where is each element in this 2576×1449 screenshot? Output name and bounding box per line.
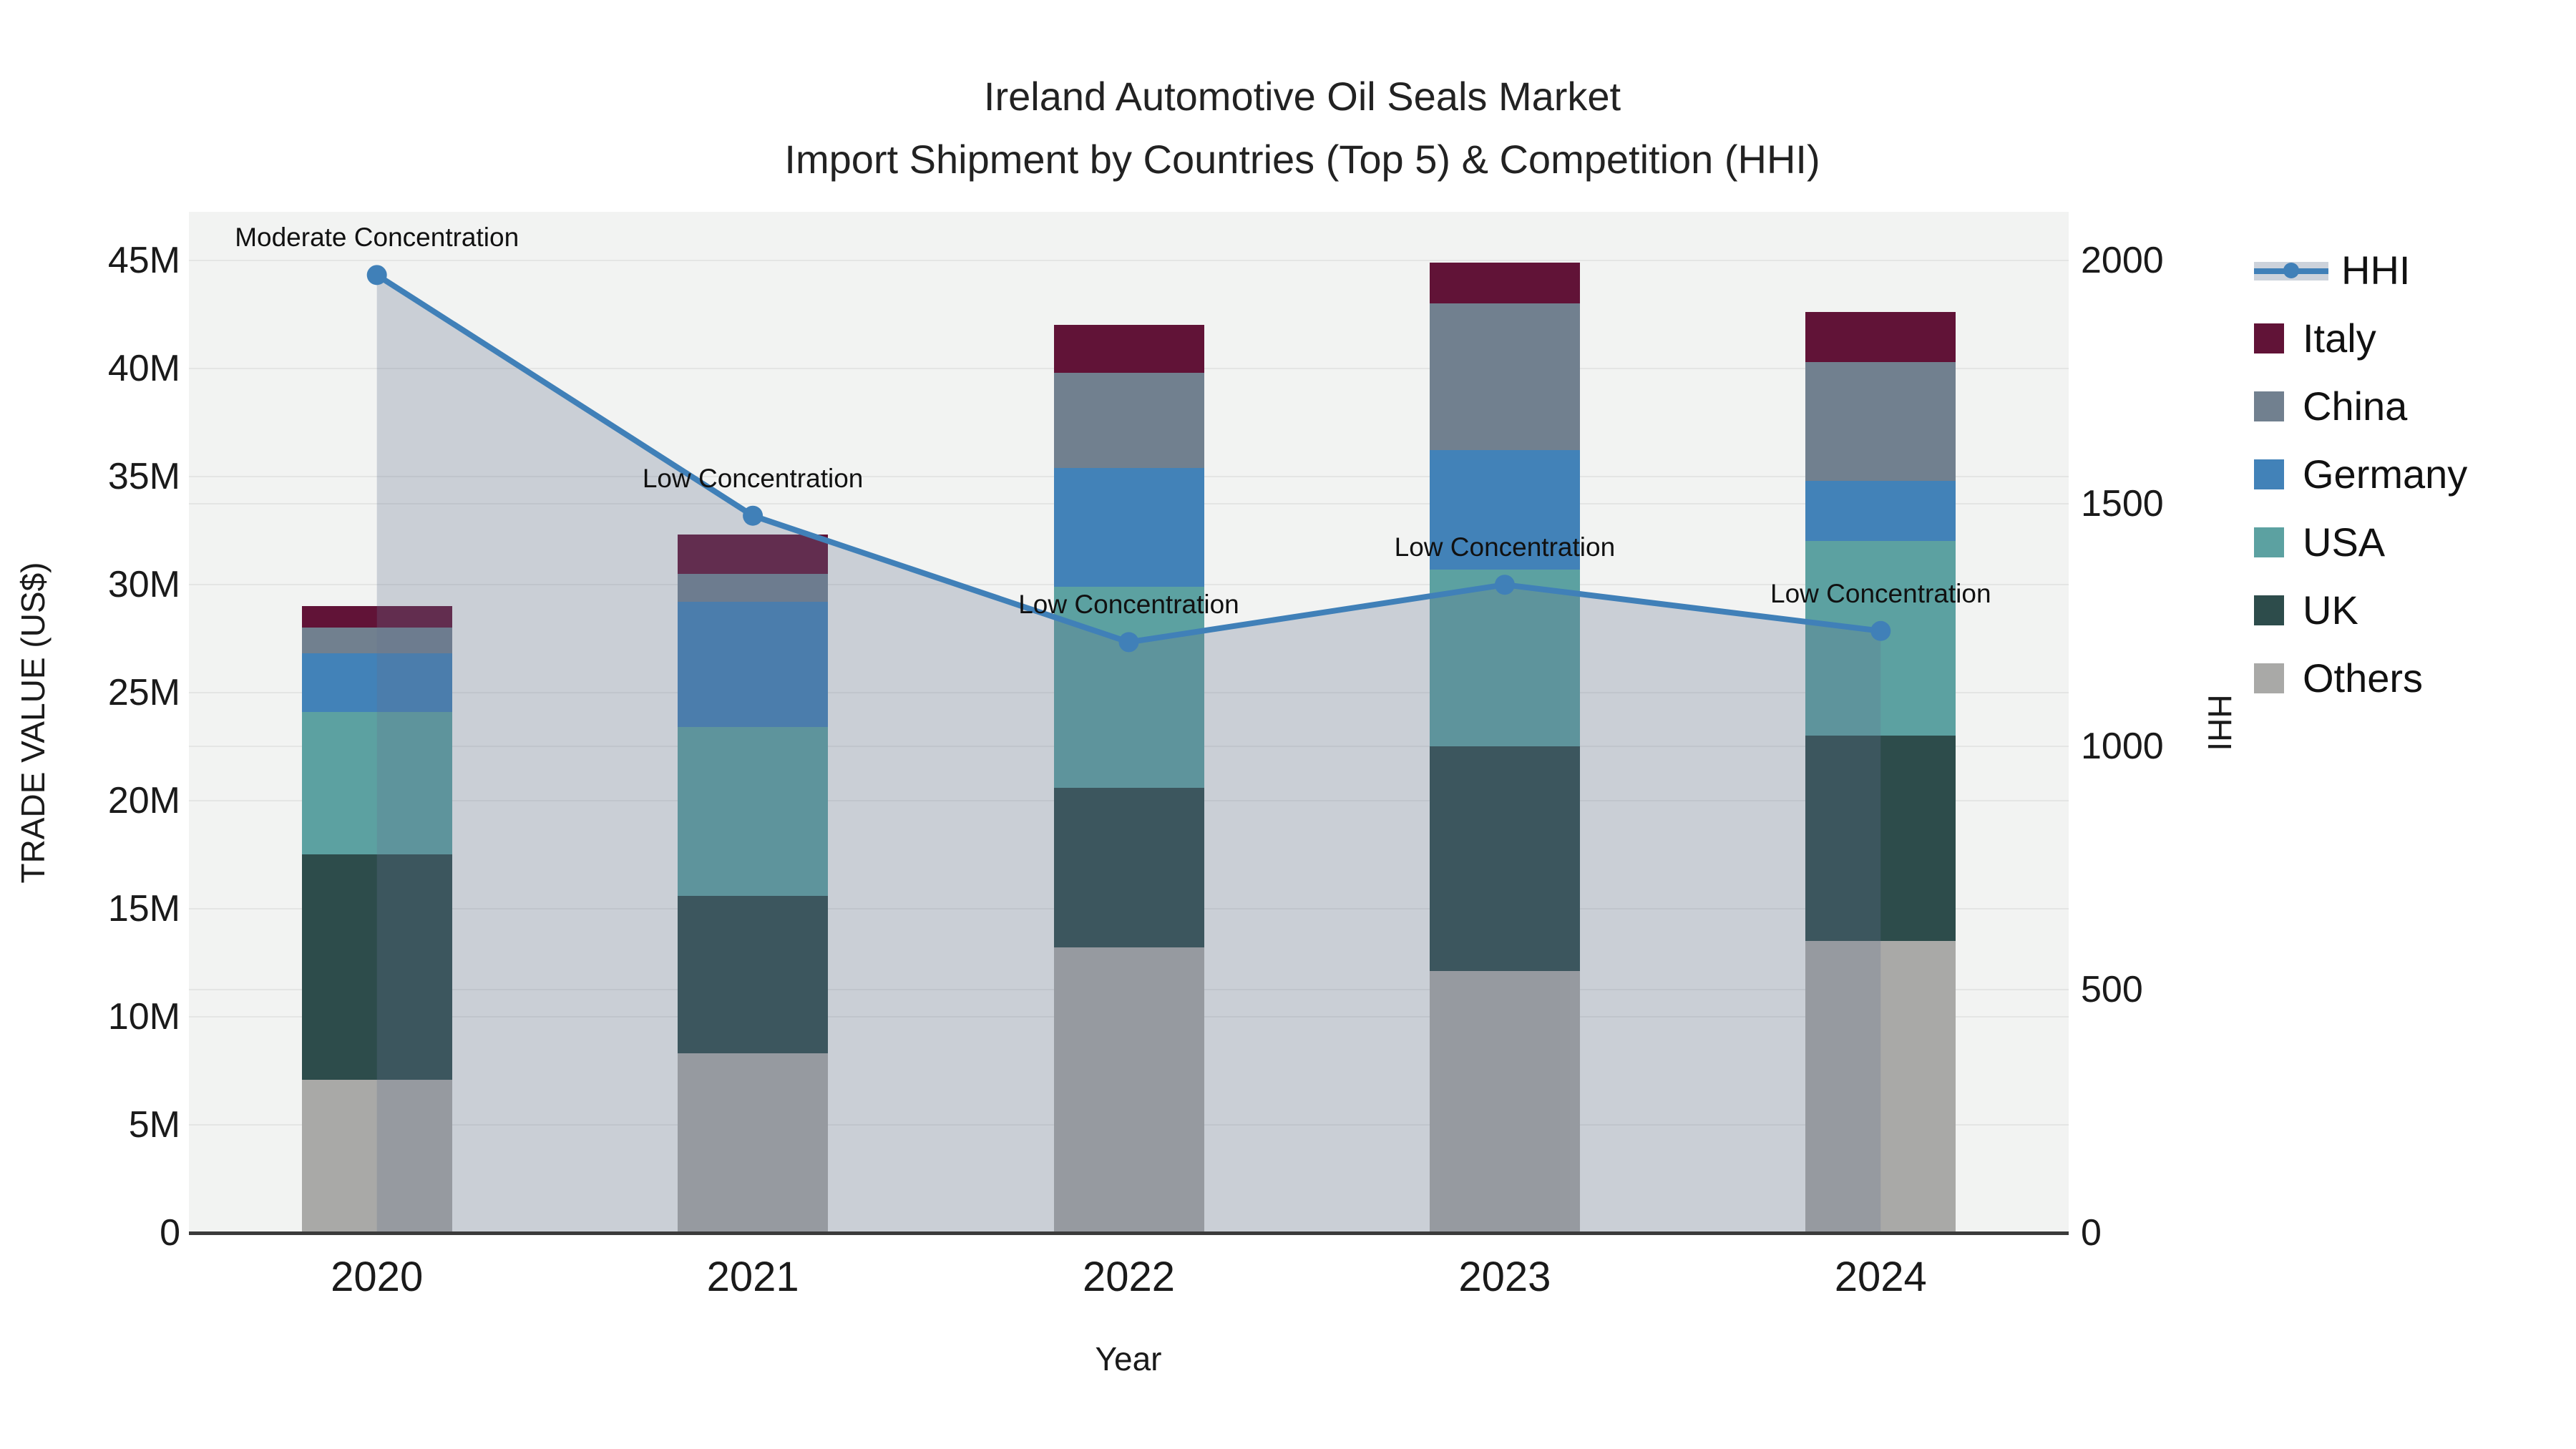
bar-segment-usa-2022 bbox=[1053, 586, 1204, 788]
legend-label-china: China bbox=[2303, 384, 2408, 429]
bar-segment-uk-2021 bbox=[678, 895, 829, 1054]
bar-segment-uk-2023 bbox=[1429, 746, 1580, 972]
left-tick-35M: 35M bbox=[107, 455, 180, 497]
legend-label-germany: Germany bbox=[2303, 452, 2468, 497]
legend-label-hhi: HHI bbox=[2341, 248, 2411, 293]
bar-segment-uk-2024 bbox=[1805, 736, 1956, 942]
x-tick-2021: 2021 bbox=[706, 1254, 799, 1300]
hhi-marker-2022 bbox=[1118, 632, 1139, 653]
bar-segment-others-2022 bbox=[1053, 947, 1204, 1233]
legend-label-others: Others bbox=[2303, 655, 2424, 701]
left-tick-5M: 5M bbox=[128, 1103, 180, 1146]
legend-label-uk: UK bbox=[2303, 587, 2358, 633]
bar-segment-usa-2021 bbox=[678, 727, 829, 896]
x-tick-2024: 2024 bbox=[1834, 1254, 1927, 1300]
legend-label-usa: USA bbox=[2303, 519, 2386, 565]
bar-segment-germany-2023 bbox=[1429, 450, 1580, 570]
bar-segment-italy-2023 bbox=[1429, 262, 1580, 304]
legend-item-china[interactable]: China bbox=[2254, 372, 2467, 440]
bar-segment-italy-2021 bbox=[678, 535, 829, 574]
left-tick-15M: 15M bbox=[107, 887, 180, 930]
bar-segment-germany-2021 bbox=[678, 601, 829, 728]
chart-title-line1: Ireland Automotive Oil Seals Market bbox=[983, 74, 1621, 119]
left-axis-title: TRADE VALUE (US$) bbox=[14, 562, 52, 884]
right-tick-1500: 1500 bbox=[2081, 482, 2164, 525]
legend-swatch-usa bbox=[2254, 527, 2284, 557]
right-tick-2000: 2000 bbox=[2081, 239, 2164, 281]
right-tick-1000: 1000 bbox=[2081, 726, 2164, 768]
right-tick-500: 500 bbox=[2081, 969, 2143, 1011]
bar-segment-others-2020 bbox=[301, 1079, 452, 1233]
bar-segment-germany-2020 bbox=[301, 653, 452, 712]
legend-swatch-germany bbox=[2254, 459, 2284, 489]
hhi-marker-2021 bbox=[743, 505, 763, 526]
legend-item-uk[interactable]: UK bbox=[2254, 576, 2467, 644]
hhi-line-layer bbox=[366, 265, 1891, 1233]
bar-segment-china-2021 bbox=[678, 573, 829, 602]
bar-segment-others-2023 bbox=[1429, 971, 1580, 1233]
legend: HHI Italy China Germany USA UK Others bbox=[2254, 236, 2467, 712]
legend-item-hhi[interactable]: HHI bbox=[2254, 236, 2467, 304]
annotation-2024: Low Concentration bbox=[1770, 578, 1991, 608]
right-axis-title: HHI bbox=[2201, 694, 2238, 751]
left-tick-40M: 40M bbox=[107, 347, 180, 389]
x-tick-2022: 2022 bbox=[1082, 1254, 1176, 1300]
left-tick-10M: 10M bbox=[107, 995, 180, 1038]
left-tick-45M: 45M bbox=[107, 239, 180, 281]
bar-segment-china-2022 bbox=[1053, 372, 1204, 468]
bar-segment-uk-2020 bbox=[301, 854, 452, 1080]
hhi-line-icon bbox=[2254, 255, 2328, 286]
bar-segment-italy-2024 bbox=[1805, 312, 1956, 362]
hhi-marker-2024 bbox=[1870, 620, 1891, 641]
bar-segment-germany-2022 bbox=[1053, 467, 1204, 587]
bar-segment-usa-2023 bbox=[1429, 569, 1580, 747]
x-axis-line bbox=[189, 1231, 2069, 1235]
left-tick-30M: 30M bbox=[107, 563, 180, 605]
hhi-marker-2023 bbox=[1494, 575, 1515, 595]
legend-item-usa[interactable]: USA bbox=[2254, 508, 2467, 576]
bar-segment-italy-2022 bbox=[1053, 325, 1204, 373]
right-tick-0: 0 bbox=[2081, 1212, 2102, 1254]
chart-title-line2: Import Shipment by Countries (Top 5) & C… bbox=[784, 137, 1820, 182]
bar-segment-germany-2024 bbox=[1805, 480, 1956, 542]
hhi-area-fill bbox=[376, 275, 1881, 1233]
bar-segment-others-2021 bbox=[678, 1053, 829, 1233]
bar-segment-china-2020 bbox=[301, 628, 452, 654]
annotation-2021: Low Concentration bbox=[642, 463, 864, 493]
left-tick-25M: 25M bbox=[107, 671, 180, 713]
legend-item-germany[interactable]: Germany bbox=[2254, 440, 2467, 508]
legend-swatch-china bbox=[2254, 391, 2284, 421]
annotation-2023: Low Concentration bbox=[1394, 532, 1616, 562]
bar-segment-china-2024 bbox=[1805, 361, 1956, 481]
bar-segment-others-2024 bbox=[1805, 941, 1956, 1233]
x-axis-title: Year bbox=[1095, 1340, 1162, 1377]
bar-segment-china-2023 bbox=[1429, 303, 1580, 451]
bar-segment-italy-2020 bbox=[301, 605, 452, 628]
bar-segment-uk-2022 bbox=[1053, 787, 1204, 948]
legend-label-italy: Italy bbox=[2303, 316, 2376, 361]
left-tick-20M: 20M bbox=[107, 779, 180, 821]
annotation-2022: Low Concentration bbox=[1018, 590, 1239, 620]
legend-swatch-uk bbox=[2254, 595, 2284, 625]
x-tick-2023: 2023 bbox=[1458, 1254, 1551, 1300]
hhi-marker-2020 bbox=[366, 265, 387, 286]
legend-swatch-italy bbox=[2254, 323, 2284, 353]
legend-item-italy[interactable]: Italy bbox=[2254, 304, 2467, 372]
legend-swatch-others bbox=[2254, 663, 2284, 693]
legend-item-others[interactable]: Others bbox=[2254, 644, 2467, 712]
x-tick-2020: 2020 bbox=[331, 1254, 424, 1300]
left-tick-0: 0 bbox=[160, 1212, 180, 1254]
annotation-2020: Moderate Concentration bbox=[235, 223, 519, 253]
bar-segment-usa-2020 bbox=[301, 712, 452, 855]
y2-gridline bbox=[189, 259, 2069, 261]
plot-area: Moderate Concentration Low Concentration L… bbox=[189, 212, 2069, 1233]
